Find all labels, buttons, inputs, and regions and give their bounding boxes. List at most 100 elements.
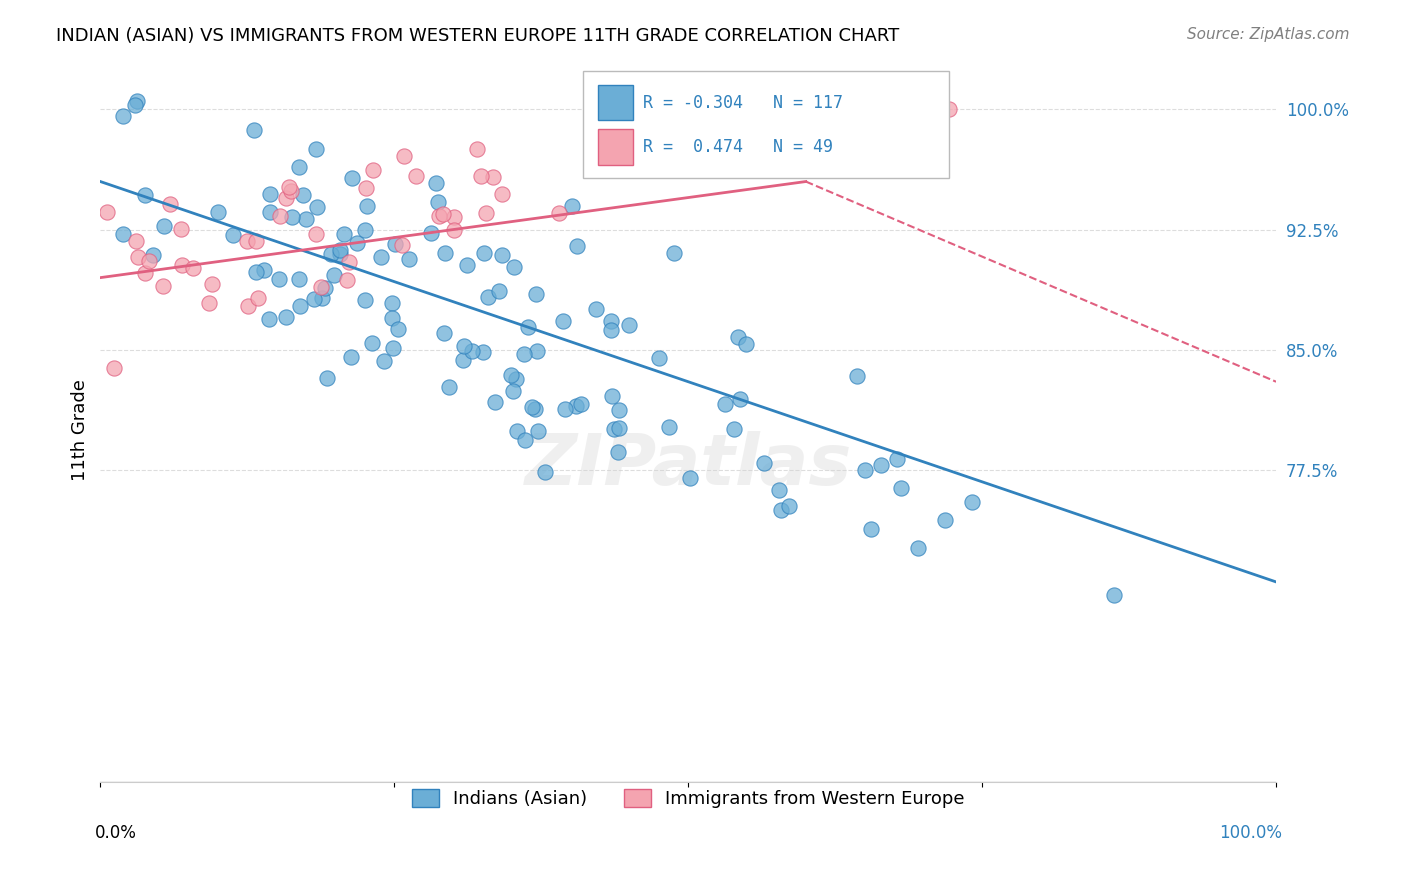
Point <box>322 268 344 282</box>
Point <box>491 248 513 262</box>
Point <box>818 95 841 109</box>
Point <box>461 344 484 359</box>
Point <box>890 481 912 495</box>
Point <box>711 153 734 167</box>
Point <box>475 205 498 219</box>
Point <box>181 261 204 276</box>
Point <box>127 95 149 109</box>
Point <box>236 299 259 313</box>
Point <box>437 380 460 394</box>
Point <box>553 314 575 328</box>
Point <box>427 209 450 223</box>
Text: 0.0%: 0.0% <box>94 824 136 842</box>
Point <box>302 292 325 306</box>
Point <box>658 419 681 434</box>
Point <box>600 323 623 337</box>
Point <box>387 321 409 335</box>
Point <box>314 281 336 295</box>
Point <box>472 245 495 260</box>
Point <box>565 239 588 253</box>
Point <box>499 368 522 382</box>
Point <box>267 272 290 286</box>
Point <box>735 336 758 351</box>
Point <box>607 444 630 458</box>
Point <box>152 278 174 293</box>
Point <box>356 199 378 213</box>
Point <box>768 483 790 498</box>
Point <box>112 109 135 123</box>
Text: ZIPatlas: ZIPatlas <box>524 431 852 500</box>
Point <box>502 384 524 398</box>
Point <box>524 287 547 301</box>
Point <box>470 169 492 183</box>
Text: 100.0%: 100.0% <box>1219 824 1282 842</box>
Point <box>245 234 267 248</box>
Point <box>934 513 956 527</box>
Point <box>253 262 276 277</box>
Point <box>648 351 671 365</box>
Point <box>516 320 538 334</box>
Point <box>515 433 537 447</box>
Point <box>488 284 510 298</box>
Point <box>502 260 524 274</box>
Text: R =  0.474   N = 49: R = 0.474 N = 49 <box>643 138 832 156</box>
Point <box>288 160 311 174</box>
Point <box>527 424 550 438</box>
Point <box>354 223 377 237</box>
Point <box>778 499 800 513</box>
Point <box>340 351 363 365</box>
Point <box>752 456 775 470</box>
Point <box>561 199 583 213</box>
Point <box>433 326 456 340</box>
Point <box>333 227 356 241</box>
Point <box>522 400 544 414</box>
Point <box>526 344 548 359</box>
Point <box>749 154 772 169</box>
Point <box>247 291 270 305</box>
Point <box>305 142 328 156</box>
Point <box>295 211 318 226</box>
Point <box>679 471 702 485</box>
Point <box>309 280 332 294</box>
Point <box>384 237 406 252</box>
Text: R = -0.304   N = 117: R = -0.304 N = 117 <box>643 94 842 112</box>
Point <box>472 345 495 359</box>
Point <box>938 102 960 116</box>
Point <box>513 347 536 361</box>
Point <box>290 299 312 313</box>
Point <box>370 250 392 264</box>
Point <box>138 254 160 268</box>
Point <box>696 95 718 109</box>
Point <box>426 195 449 210</box>
Point <box>291 187 314 202</box>
Point <box>245 265 267 279</box>
Point <box>523 401 546 416</box>
Point <box>664 246 686 260</box>
Point <box>361 336 384 351</box>
Point <box>853 463 876 477</box>
Point <box>242 123 264 137</box>
Point <box>607 403 630 417</box>
Point <box>453 339 475 353</box>
Point <box>477 290 499 304</box>
Point <box>321 247 343 261</box>
Point <box>432 207 454 221</box>
Point <box>221 228 243 243</box>
Point <box>153 219 176 233</box>
Point <box>723 422 745 436</box>
Point <box>600 314 623 328</box>
Point <box>714 397 737 411</box>
Point <box>134 267 156 281</box>
Point <box>569 397 592 411</box>
Point <box>420 226 443 240</box>
Point <box>434 246 457 260</box>
Point <box>443 222 465 236</box>
Point <box>305 200 328 214</box>
Point <box>111 227 134 242</box>
Point <box>381 341 404 355</box>
Point <box>124 234 146 248</box>
Point <box>329 243 352 257</box>
Point <box>405 169 427 184</box>
Point <box>259 205 281 219</box>
Point <box>456 258 478 272</box>
